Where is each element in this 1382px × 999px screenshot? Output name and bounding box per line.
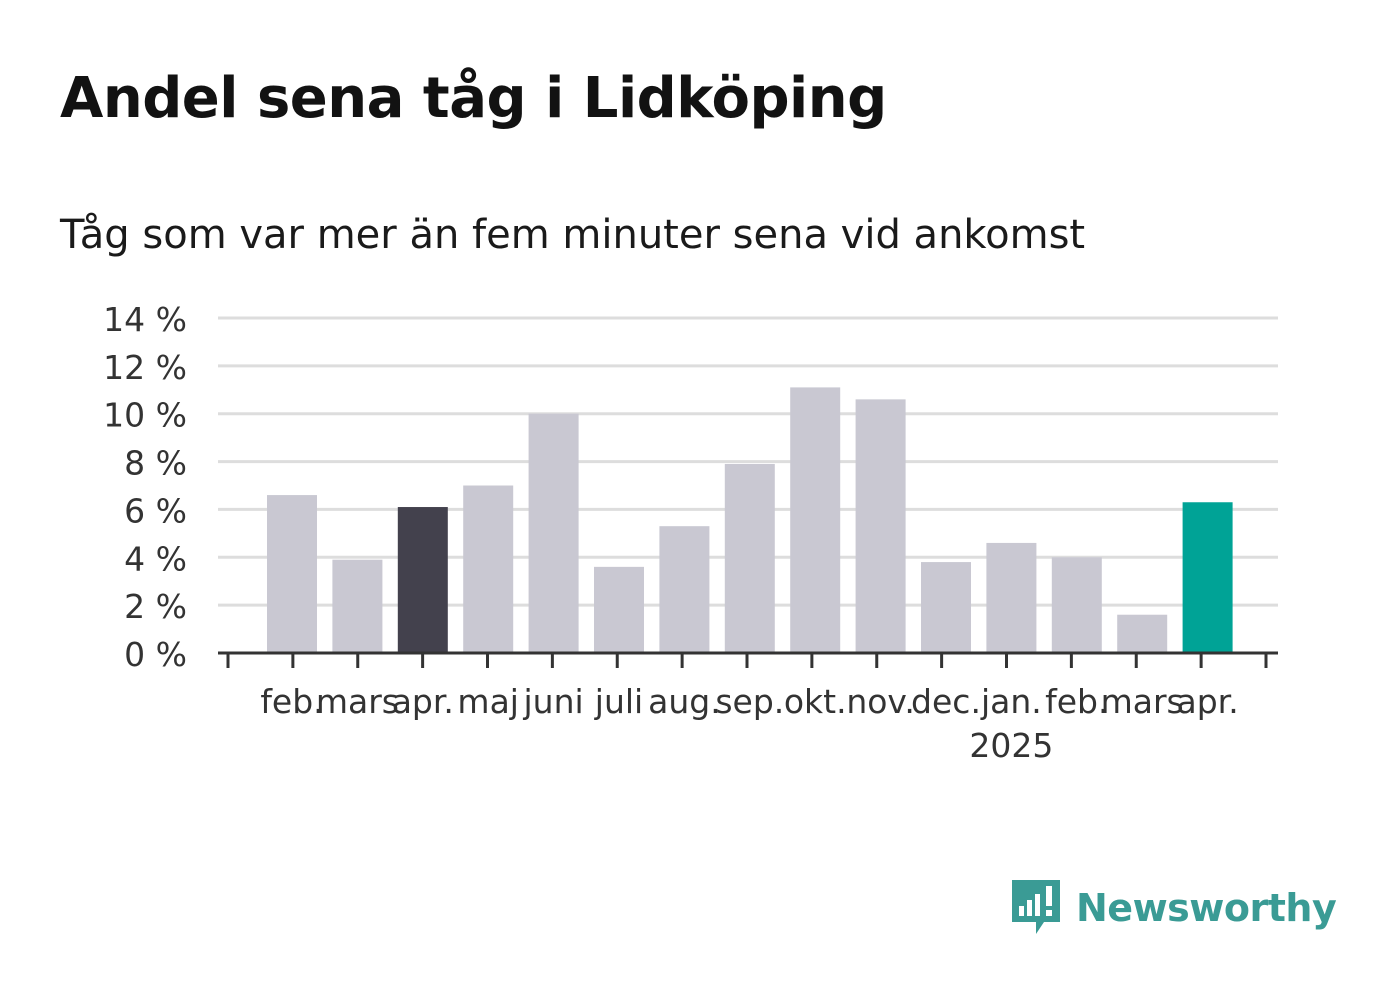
x-tick-label: mars bbox=[1101, 682, 1184, 721]
x-tick-label: okt. bbox=[784, 682, 847, 721]
bar-0 bbox=[267, 495, 317, 653]
x-tick-label: juni bbox=[523, 682, 584, 721]
x-tick-label: juli bbox=[594, 682, 643, 721]
x-tick-label: nov. bbox=[846, 682, 915, 721]
bar-13 bbox=[1117, 614, 1168, 653]
bar-2 bbox=[397, 507, 448, 653]
bar-4 bbox=[528, 413, 579, 653]
brand-logo: Newsworthy bbox=[1010, 876, 1337, 940]
x-tick-label: sep. bbox=[715, 682, 784, 721]
x-tick-label: apr. bbox=[392, 682, 454, 721]
newsworthy-logo-icon bbox=[1010, 876, 1062, 940]
y-tick-label: 12 % bbox=[103, 348, 187, 387]
y-tick-label: 10 % bbox=[103, 396, 187, 435]
bar-9 bbox=[855, 399, 906, 653]
x-tick-label: apr. bbox=[1176, 682, 1238, 721]
brand-name: Newsworthy bbox=[1076, 886, 1337, 930]
bar-11 bbox=[986, 542, 1037, 653]
y-tick-label: 8 % bbox=[124, 444, 187, 483]
bar-chart: 0 %2 %4 %6 %8 %10 %12 %14 % feb.marsapr.… bbox=[103, 300, 1278, 765]
x-tick-label: maj bbox=[457, 682, 519, 721]
y-axis-ticks: 0 % 2 % 4 % 6 % 8 % 10 % 12 % 14 % bbox=[103, 300, 187, 674]
x-axis bbox=[218, 651, 1278, 668]
bars bbox=[267, 387, 1233, 653]
x-tick-label: mars bbox=[316, 682, 399, 721]
year-label: 2025 bbox=[969, 726, 1053, 765]
x-tick-label: feb. bbox=[1045, 682, 1108, 721]
y-tick-label: 0 % bbox=[124, 635, 187, 674]
bar-12 bbox=[1051, 557, 1102, 653]
y-tick-label: 2 % bbox=[124, 587, 187, 626]
bar-3 bbox=[463, 485, 514, 653]
y-tick-label: 6 % bbox=[124, 491, 187, 530]
bar-5 bbox=[594, 566, 644, 653]
bar-7 bbox=[724, 463, 775, 653]
bar-1 bbox=[332, 559, 383, 653]
x-tick-label: jan. bbox=[980, 682, 1042, 721]
x-tick-label: aug. bbox=[648, 682, 721, 721]
x-tick-label: feb. bbox=[260, 682, 323, 721]
chart-subtitle: Tåg som var mer än fem minuter sena vid … bbox=[60, 212, 1086, 258]
y-tick-label: 4 % bbox=[124, 539, 187, 578]
bar-10 bbox=[921, 562, 971, 653]
bar-14 bbox=[1182, 502, 1233, 653]
chart-title: Andel sena tåg i Lidköping bbox=[60, 66, 887, 131]
bar-8 bbox=[790, 387, 841, 653]
bar-6 bbox=[659, 526, 710, 653]
x-tick-label: dec. bbox=[911, 682, 981, 721]
y-tick-label: 14 % bbox=[103, 300, 187, 339]
